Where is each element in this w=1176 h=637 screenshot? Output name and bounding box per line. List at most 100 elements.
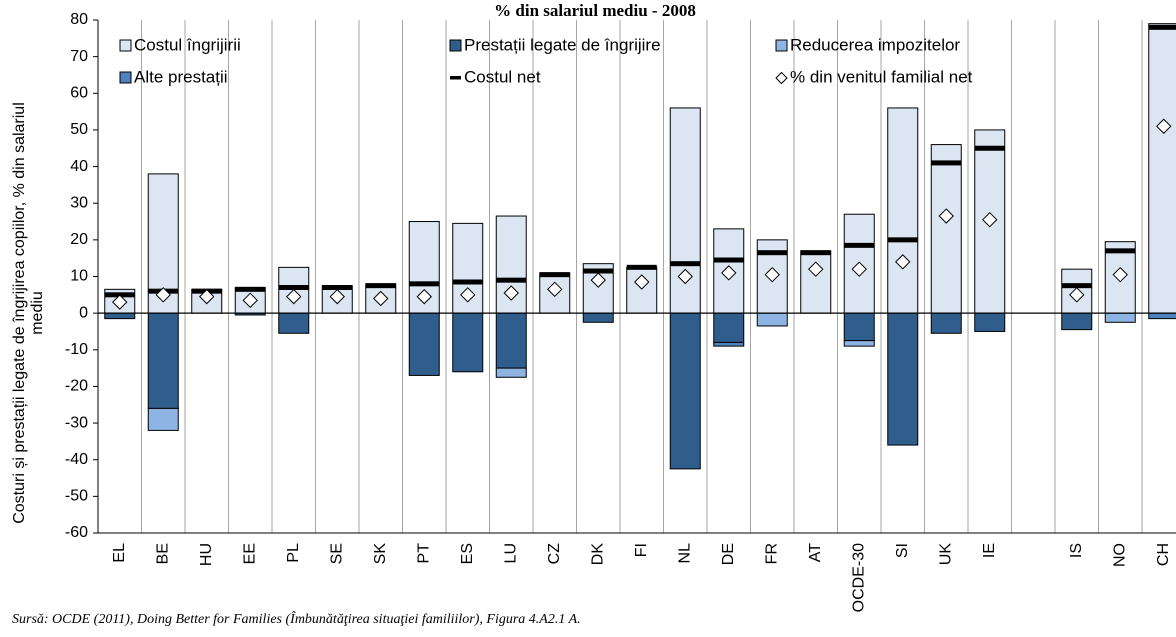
x-tick-label-group: LU	[502, 543, 519, 563]
legend-swatch	[119, 71, 132, 84]
y-tick-label: 70	[70, 48, 88, 65]
percent-marker	[547, 281, 563, 298]
net-cost-dash	[931, 160, 962, 166]
x-tick-label-group: EL	[111, 543, 128, 563]
percent-marker	[503, 285, 519, 301]
x-tick-label: IS	[1068, 543, 1085, 558]
y-axis-title: Costuri și prestații legate de îngrijire…	[11, 102, 46, 524]
x-tick-label: OCDE-30	[850, 543, 867, 612]
net-cost-dash	[539, 272, 570, 278]
bar-segment	[1148, 312, 1176, 320]
x-tick-label-group: FI	[633, 543, 650, 557]
x-tick-label: PT	[415, 543, 432, 564]
x-tick-label: HU	[198, 543, 215, 566]
bar-segment	[843, 340, 875, 347]
bar-segment	[1104, 312, 1136, 323]
y-tick-label: -30	[65, 414, 88, 431]
percent-marker	[808, 261, 824, 277]
x-tick-label: ES	[459, 543, 476, 564]
net-cost-dash	[278, 284, 309, 290]
y-tick-label: 30	[70, 194, 88, 211]
x-tick-label: SK	[372, 543, 389, 565]
bar-segment	[887, 107, 919, 314]
bar-segment	[756, 312, 788, 327]
legend-swatch	[775, 71, 788, 85]
x-tick-label: NL	[676, 543, 693, 564]
legend-swatch	[450, 76, 461, 80]
x-tick-label: SI	[894, 543, 911, 558]
percent-marker	[982, 211, 998, 228]
y-tick-label: -60	[65, 524, 88, 541]
x-tick-label-group: PT	[415, 543, 432, 564]
x-tick-label: DE	[720, 543, 737, 565]
bar-segment	[408, 312, 440, 376]
percent-marker	[764, 266, 780, 283]
x-tick-label: LU	[502, 543, 519, 563]
y-tick-label: 10	[70, 268, 88, 285]
net-cost-dash	[887, 237, 918, 243]
y-axis-title-line: Costuri și prestații legate de îngrijire…	[11, 102, 28, 524]
bar-segment	[1061, 312, 1093, 331]
legend-label: Costul net	[464, 67, 541, 86]
percent-marker	[634, 274, 650, 290]
bar-segment	[887, 312, 919, 446]
net-cost-dash	[235, 286, 266, 292]
x-tick-label: SE	[328, 543, 345, 564]
bar-segment	[1148, 23, 1176, 314]
legend-label: Prestații legate de îngrijire	[464, 35, 661, 54]
x-tick-label-group: ES	[459, 543, 476, 564]
percent-marker	[1069, 287, 1085, 303]
net-cost-dash	[800, 250, 831, 256]
net-cost-dash	[496, 277, 527, 283]
x-tick-label-group: FR	[763, 543, 780, 564]
net-cost-dash	[713, 257, 744, 263]
bar-segment	[800, 250, 832, 314]
net-cost-dash	[583, 268, 614, 274]
x-tick-label: NO	[1111, 543, 1128, 567]
bar-segment	[713, 312, 745, 343]
percent-marker	[895, 254, 911, 270]
percent-marker	[242, 292, 258, 309]
y-tick-label: -50	[65, 488, 88, 505]
bar-segment	[495, 367, 527, 378]
y-tick-label: 60	[70, 85, 88, 102]
net-cost-dash	[670, 261, 701, 267]
x-tick-label-group: UK	[937, 543, 954, 566]
bar-segment	[930, 144, 962, 314]
x-tick-label-group: SK	[372, 543, 389, 565]
x-tick-label-group: SE	[328, 543, 345, 564]
net-cost-dash	[365, 283, 396, 289]
percent-marker	[1112, 266, 1128, 283]
bar-segment	[843, 312, 875, 342]
x-tick-label-group: OCDE-30	[850, 543, 867, 612]
bar-segment	[930, 312, 962, 334]
x-tick-label: CZ	[546, 543, 563, 565]
percent-marker	[155, 287, 171, 303]
bar-segment	[452, 312, 484, 373]
x-tick-label-group: NO	[1111, 543, 1128, 567]
percent-marker	[677, 268, 693, 285]
legend-swatch	[119, 39, 132, 52]
x-tick-label-group: BE	[154, 543, 171, 564]
percent-marker	[199, 288, 215, 305]
x-tick-label-group: IS	[1068, 543, 1085, 558]
bar-segment	[104, 312, 136, 320]
x-tick-label-group: IE	[981, 543, 998, 558]
percent-marker	[416, 288, 432, 305]
percent-marker	[460, 287, 476, 303]
x-tick-label: IE	[981, 543, 998, 558]
bar-segment	[147, 407, 179, 431]
net-cost-dash	[626, 264, 657, 270]
x-tick-label-group: DE	[720, 543, 737, 565]
x-tick-label: FR	[763, 543, 780, 564]
bar-segment	[147, 312, 179, 409]
net-cost-dash	[452, 279, 483, 285]
percent-marker	[721, 265, 737, 281]
bar-segment	[974, 312, 1006, 332]
x-tick-label: EL	[111, 543, 128, 563]
percent-marker	[1156, 118, 1172, 134]
percent-marker	[590, 272, 606, 288]
legend-label: Alte prestații	[134, 67, 228, 86]
